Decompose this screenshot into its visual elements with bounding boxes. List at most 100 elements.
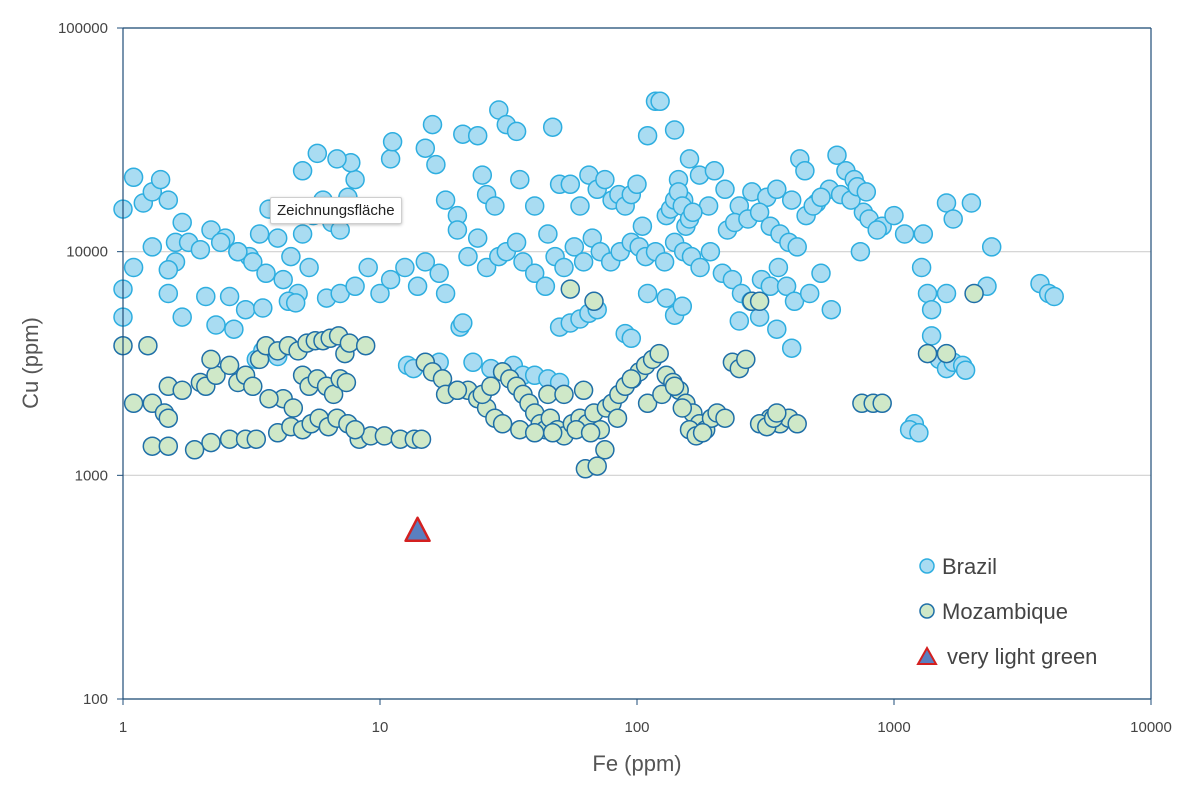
brazil-point xyxy=(485,196,505,216)
brazil-point xyxy=(683,202,703,223)
mozambique-point xyxy=(787,414,807,434)
brazil-point xyxy=(224,319,244,339)
y-axis-title: Cu (ppm) xyxy=(18,317,43,409)
legend-label-very-light-green: very light green xyxy=(947,644,1097,669)
mozambique-point xyxy=(936,343,957,364)
plot-area-tooltip: Zeichnungsfläche xyxy=(270,197,402,224)
brazil-point xyxy=(243,252,263,272)
mozambique-point xyxy=(542,423,563,443)
brazil-point xyxy=(811,187,831,208)
x-tick-label: 1 xyxy=(119,719,127,736)
brazil-point xyxy=(894,224,915,244)
x-tick-label: 10000 xyxy=(1130,719,1172,736)
brazil-point xyxy=(554,257,574,278)
brazil-point xyxy=(429,263,449,284)
brazil-point xyxy=(196,286,216,307)
brazil-point xyxy=(415,138,436,158)
brazil-point xyxy=(345,169,365,190)
brazil-point xyxy=(913,224,934,244)
mozambique-point xyxy=(560,279,581,299)
brazil-point xyxy=(821,299,842,320)
mozambique-point xyxy=(767,403,787,423)
brazil-point xyxy=(219,286,240,307)
x-tick-label: 10 xyxy=(372,719,389,736)
mozambique-point xyxy=(917,343,938,364)
mozambique-point xyxy=(123,393,144,414)
brazil-point xyxy=(299,257,319,278)
brazil-point xyxy=(345,276,365,297)
brazil-point xyxy=(704,161,725,181)
mozambique-point xyxy=(538,384,558,405)
mozambique-point xyxy=(607,408,628,428)
brazil-point xyxy=(435,190,456,210)
brazil-point xyxy=(650,91,670,112)
mozambique-point xyxy=(336,372,357,393)
brazil-point xyxy=(172,212,192,233)
brazil-point xyxy=(749,202,770,223)
brazil-point xyxy=(943,209,963,229)
brazil-point xyxy=(458,246,478,267)
brazil-point xyxy=(285,293,306,313)
brazil-point xyxy=(395,257,415,278)
brazil-point xyxy=(955,360,976,380)
brazil-point xyxy=(811,263,831,284)
brazil-point xyxy=(370,283,390,304)
brazil-point xyxy=(253,298,273,318)
brazil-point xyxy=(679,149,700,169)
mozambique-point xyxy=(374,426,395,446)
brazil-point xyxy=(767,319,787,339)
brazil-point xyxy=(472,165,493,185)
mozambique-point xyxy=(411,429,432,449)
brazil-point xyxy=(435,283,456,304)
brazil-point xyxy=(700,241,721,262)
brazil-point xyxy=(158,260,179,280)
brazil-point xyxy=(781,338,802,358)
brazil-point xyxy=(781,190,802,210)
brazil-point xyxy=(467,228,488,248)
y-tick-labels: 100 1000 10000 100000 xyxy=(58,20,123,708)
brazil-point xyxy=(672,296,693,317)
brazil-point xyxy=(142,237,163,257)
legend-label-mozambique: Mozambique xyxy=(942,599,1068,624)
legend-label-brazil: Brazil xyxy=(942,554,997,579)
brazil-point xyxy=(570,196,590,216)
mozambique-point xyxy=(749,291,770,312)
x-tick-labels: 1 10 100 1000 10000 xyxy=(119,699,1172,736)
mozambique-point xyxy=(580,423,601,443)
mozambique-point xyxy=(649,343,669,364)
brazil-point xyxy=(595,169,615,190)
brazil-point xyxy=(267,228,288,248)
brazil-point xyxy=(513,252,533,272)
mozambique-point xyxy=(587,456,607,476)
mozambique-point xyxy=(554,384,574,405)
mozambique-point xyxy=(447,380,468,401)
mozambique-point xyxy=(201,349,221,370)
brazil-point xyxy=(506,121,527,142)
brazil-point xyxy=(917,283,938,304)
brazil-point xyxy=(292,161,313,181)
legend-marker-triangle xyxy=(916,645,938,665)
brazil-point xyxy=(123,257,144,278)
mozambique-point xyxy=(692,423,713,443)
brazil-point xyxy=(784,291,805,312)
brazil-point xyxy=(524,263,545,284)
brazil-point xyxy=(961,193,982,213)
brazil-point xyxy=(538,224,558,244)
y-tick-label: 10000 xyxy=(66,244,108,261)
brazil-point xyxy=(327,149,347,169)
mozambique-point xyxy=(246,429,267,449)
brazil-point xyxy=(921,326,942,346)
brazil-point xyxy=(690,257,710,278)
brazil-point xyxy=(787,237,807,257)
brazil-point xyxy=(884,205,904,226)
brazil-point xyxy=(228,241,248,262)
brazil-point xyxy=(573,252,594,272)
brazil-point xyxy=(795,161,815,181)
y-tick-label: 100000 xyxy=(58,20,108,37)
brazil-point xyxy=(921,299,942,320)
brazil-point xyxy=(281,246,301,267)
brazil-point xyxy=(123,167,144,188)
brazil-point xyxy=(453,313,473,333)
brazil-point xyxy=(158,283,179,304)
